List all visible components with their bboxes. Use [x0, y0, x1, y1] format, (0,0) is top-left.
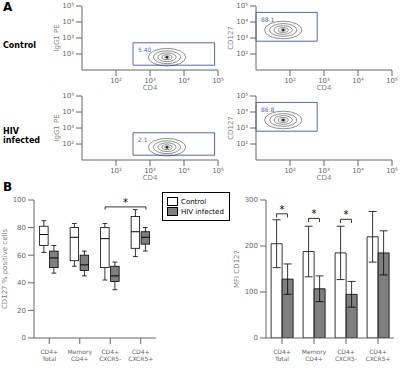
svg-text:CD4: CD4 [317, 174, 332, 180]
html-text:B: B [3, 180, 13, 194]
html-text:HIV infected: HIV infected [181, 207, 224, 216]
svg-text:100: 100 [245, 288, 258, 296]
svg-text:*: * [312, 208, 317, 219]
svg-text:10⁴: 10⁴ [62, 18, 74, 26]
svg-text:20: 20 [17, 307, 26, 315]
svg-text:40: 40 [17, 279, 26, 287]
svg-text:5.40: 5.40 [138, 46, 152, 53]
svg-text:10²: 10² [236, 140, 248, 148]
svg-text:10⁴: 10⁴ [236, 108, 248, 116]
svg-text:0: 0 [22, 334, 26, 342]
svg-text:10⁵: 10⁵ [236, 2, 248, 10]
svg-text:10³: 10³ [318, 167, 330, 175]
svg-text:10⁴: 10⁴ [352, 167, 364, 175]
svg-text:10⁵: 10⁵ [386, 77, 392, 85]
svg-text:CD127 % positive cells: CD127 % positive cells [8, 229, 9, 309]
svg-text:CD4+Total: CD4+Total [40, 348, 58, 362]
svg-text:10³: 10³ [144, 167, 156, 175]
svg-text:80: 80 [17, 224, 26, 232]
svg-text:86.8: 86.8 [261, 106, 275, 113]
svg-text:10⁴: 10⁴ [62, 108, 74, 116]
svg-text:10²: 10² [62, 50, 74, 58]
svg-text:10²: 10² [110, 167, 122, 175]
svg-text:CD4+CXCR5-: CD4+CXCR5- [99, 348, 121, 362]
svg-text:10³: 10³ [236, 34, 248, 42]
svg-text:10⁵: 10⁵ [62, 92, 74, 100]
html-text:Control: Control [3, 41, 37, 51]
svg-text:*: * [344, 209, 349, 220]
svg-text:*: * [280, 204, 285, 215]
svg-text:10⁵: 10⁵ [212, 77, 224, 85]
svg-text:IgG1 PE: IgG1 PE [53, 24, 61, 51]
svg-text:10³: 10³ [62, 34, 74, 42]
svg-text:10⁵: 10⁵ [236, 92, 248, 100]
svg-text:CD4: CD4 [143, 84, 158, 90]
svg-text:CD4+CXCR5+: CD4+CXCR5+ [365, 348, 390, 362]
svg-text:10⁴: 10⁴ [236, 18, 248, 26]
svg-text:MFI CD127: MFI CD127 [233, 250, 241, 288]
svg-text:200: 200 [245, 242, 258, 250]
svg-text:10²: 10² [284, 77, 296, 85]
svg-text:MemoryCD4+: MemoryCD4+ [302, 348, 327, 362]
svg-text:10³: 10³ [62, 124, 74, 132]
svg-text:CD127: CD127 [227, 26, 235, 50]
html-text:Control: Control [181, 197, 207, 206]
svg-text:MemoryCD4+: MemoryCD4+ [68, 348, 93, 362]
svg-text:0: 0 [254, 334, 258, 342]
svg-text:88.1: 88.1 [261, 16, 275, 23]
svg-text:CD4: CD4 [317, 84, 332, 90]
svg-text:CD4+CXCR5+: CD4+CXCR5+ [128, 348, 153, 362]
html-text:A: A [3, 0, 13, 14]
svg-text:10⁵: 10⁵ [62, 2, 74, 10]
html-text:HIV infected: HIV infected [3, 126, 41, 145]
svg-text:CD4+CXCR5-: CD4+CXCR5- [335, 348, 357, 362]
svg-text:10³: 10³ [318, 77, 330, 85]
svg-text:CD127: CD127 [227, 116, 235, 140]
svg-text:2.1: 2.1 [138, 136, 148, 143]
svg-text:10²: 10² [110, 77, 122, 85]
svg-text:10⁴: 10⁴ [178, 167, 190, 175]
svg-text:300: 300 [245, 196, 258, 204]
svg-text:10⁴: 10⁴ [178, 77, 190, 85]
svg-text:IgG1 PE: IgG1 PE [53, 114, 61, 141]
svg-text:10⁵: 10⁵ [212, 167, 224, 175]
svg-text:10⁴: 10⁴ [352, 77, 364, 85]
svg-text:10³: 10³ [236, 124, 248, 132]
svg-text:*: * [123, 197, 128, 208]
svg-text:10⁵: 10⁵ [386, 167, 392, 175]
svg-text:10²: 10² [284, 167, 296, 175]
svg-text:CD4+Total: CD4+Total [273, 348, 291, 362]
svg-text:60: 60 [17, 252, 26, 260]
svg-text:10²: 10² [236, 50, 248, 58]
svg-text:10³: 10³ [144, 77, 156, 85]
svg-text:10²: 10² [62, 140, 74, 148]
svg-text:CD4: CD4 [143, 174, 158, 180]
svg-text:100: 100 [13, 196, 26, 204]
